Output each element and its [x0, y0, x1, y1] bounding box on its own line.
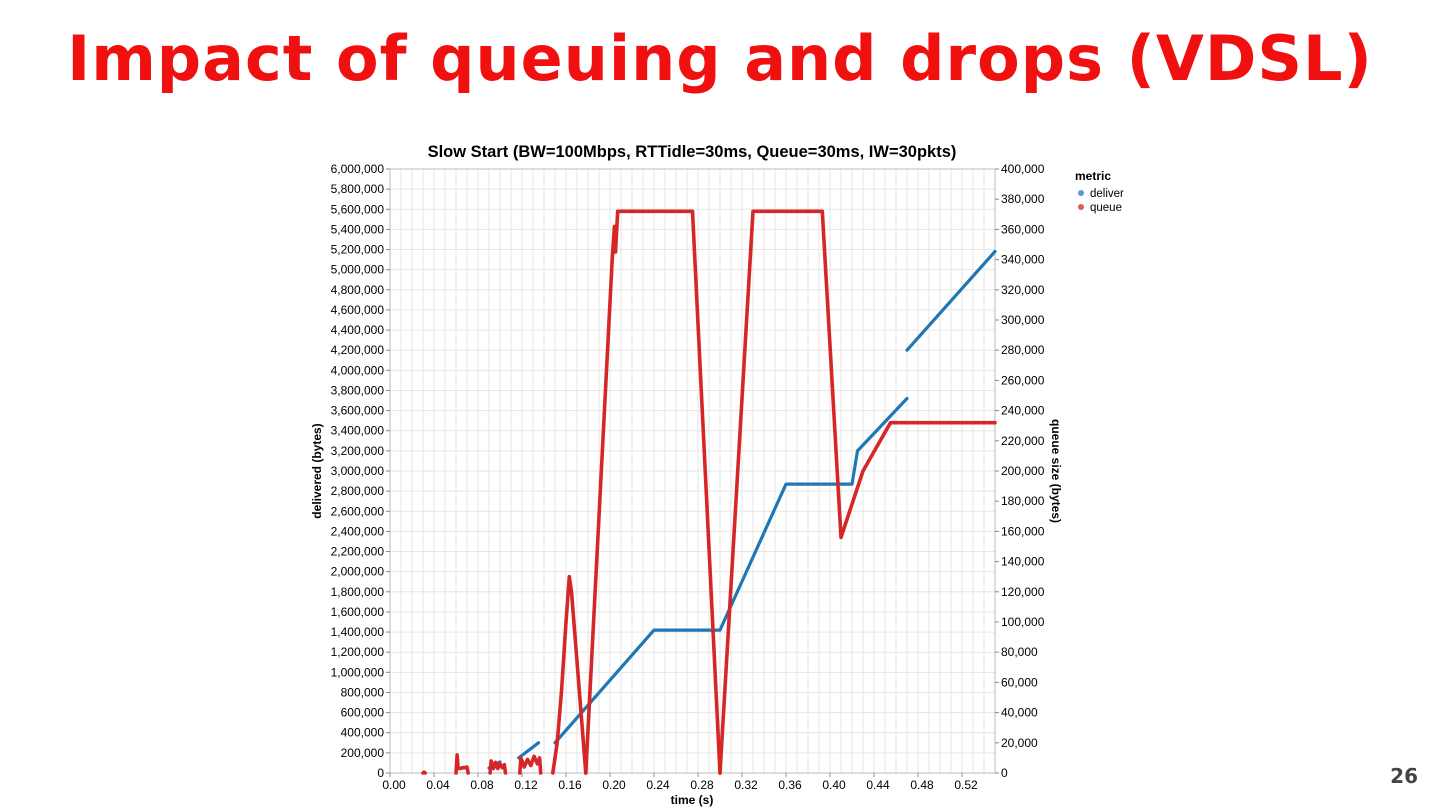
series-line-queue	[718, 209, 997, 775]
y-left-tick-label: 1,000,000	[331, 665, 385, 679]
y-left-tick-label: 2,400,000	[331, 524, 385, 538]
x-tick-label: 0.28	[690, 778, 714, 792]
x-tick-label: 0.48	[910, 778, 934, 792]
x-axis: 0.00 0.04 0.08 0.12 0.16 0.20 0.24 0.28 0.32 0.36…	[382, 773, 978, 792]
y-left-tick-label: 1,400,000	[331, 625, 385, 639]
x-tick-label: 0.40	[822, 778, 846, 792]
y-left-tick-label: 5,400,000	[331, 222, 385, 236]
y-right-tick-label: 40,000	[1001, 706, 1038, 720]
y-right-tick-label: 100,000	[1001, 615, 1045, 629]
y-right-tick-label: 340,000	[1001, 253, 1045, 267]
y-left-tick-label: 1,800,000	[331, 585, 385, 599]
series-line-queue	[488, 759, 508, 775]
y-left-tick-label: 2,000,000	[331, 565, 385, 579]
y-right-tick-label: 80,000	[1001, 645, 1038, 659]
y-right-tick-label: 260,000	[1001, 373, 1045, 387]
y-right-tick-label: 160,000	[1001, 524, 1045, 538]
series-line-deliver	[553, 396, 909, 745]
y-right-tick-label: 240,000	[1001, 404, 1045, 418]
legend-label-queue: queue	[1090, 202, 1122, 214]
series-line-queue	[584, 209, 722, 775]
y-left-tick-label: 3,000,000	[331, 464, 385, 478]
series-line-queue	[551, 574, 588, 775]
y-left-tick-label: 1,200,000	[331, 645, 385, 659]
y-left-axis: 0 200,000 400,000 600,000 800,000 1,000,000 1,…	[331, 162, 390, 780]
y-left-tick-label: 3,400,000	[331, 424, 385, 438]
y-left-tick-label: 2,800,000	[331, 484, 385, 498]
x-tick-label: 0.52	[954, 778, 978, 792]
y-left-tick-label: 6,000,000	[331, 162, 385, 176]
legend-label-deliver: deliver	[1090, 188, 1124, 200]
y-left-tick-label: 1,600,000	[331, 605, 385, 619]
y-left-tick-label: 4,000,000	[331, 363, 385, 377]
y-left-tick-label: 4,600,000	[331, 303, 385, 317]
y-right-tick-label: 320,000	[1001, 283, 1045, 297]
y-right-tick-label: 140,000	[1001, 555, 1045, 569]
legend-marker-queue	[1078, 204, 1084, 210]
y-right-tick-label: 20,000	[1001, 736, 1038, 750]
y-right-tick-label: 380,000	[1001, 192, 1045, 206]
y-left-tick-label: 4,200,000	[331, 343, 385, 357]
legend-marker-deliver	[1078, 190, 1084, 196]
x-axis-label: time (s)	[671, 793, 714, 807]
y-left-tick-label: 600,000	[341, 706, 385, 720]
y-left-axis-label: delivered (bytes)	[310, 423, 324, 518]
x-tick-label: 0.24	[646, 778, 670, 792]
y-left-tick-label: 3,600,000	[331, 404, 385, 418]
series-line-queue	[421, 770, 427, 775]
y-right-tick-label: 60,000	[1001, 675, 1038, 689]
y-left-tick-label: 200,000	[341, 746, 385, 760]
y-left-tick-label: 4,400,000	[331, 323, 385, 337]
legend-title: metric	[1075, 169, 1111, 183]
series-line-queue	[454, 753, 470, 775]
y-left-tick-label: 4,800,000	[331, 283, 385, 297]
y-left-tick-label: 400,000	[341, 726, 385, 740]
x-tick-label: 0.32	[734, 778, 758, 792]
y-right-tick-label: 280,000	[1001, 343, 1045, 357]
slide-title: Impact of queuing and drops (VDSL)	[67, 22, 1373, 95]
y-left-tick-label: 5,800,000	[331, 182, 385, 196]
y-left-tick-label: 5,000,000	[331, 263, 385, 277]
y-left-tick-label: 2,600,000	[331, 504, 385, 518]
series-line-deliver	[905, 249, 997, 352]
y-right-tick-label: 300,000	[1001, 313, 1045, 327]
legend: metric deliver queue	[1075, 169, 1124, 214]
y-right-axis-label: queue size (bytes)	[1049, 419, 1063, 523]
page-number: 26	[1390, 764, 1418, 788]
y-left-tick-label: 5,200,000	[331, 243, 385, 257]
y-right-tick-label: 200,000	[1001, 464, 1045, 478]
y-left-tick-label: 5,600,000	[331, 202, 385, 216]
x-tick-label: 0.16	[558, 778, 582, 792]
y-right-tick-label: 400,000	[1001, 162, 1045, 176]
y-right-tick-label: 180,000	[1001, 494, 1045, 508]
series-line-deliver	[517, 741, 541, 760]
x-tick-label: 0.12	[514, 778, 538, 792]
y-right-tick-label: 220,000	[1001, 434, 1045, 448]
x-tick-label: 0.36	[778, 778, 802, 792]
y-right-tick-label: 120,000	[1001, 585, 1045, 599]
y-right-axis: 0 20,000 40,000 60,000 80,000 100,000 120,000 1…	[995, 162, 1045, 780]
series-layer	[421, 209, 997, 775]
x-tick-label: 0.20	[602, 778, 626, 792]
x-tick-label: 0.00	[382, 778, 406, 792]
y-right-tick-label: 0	[1001, 766, 1008, 780]
y-left-tick-label: 3,800,000	[331, 383, 385, 397]
y-right-tick-label: 360,000	[1001, 222, 1045, 236]
gridlines	[389, 168, 996, 774]
x-tick-label: 0.08	[470, 778, 494, 792]
x-tick-label: 0.44	[866, 778, 890, 792]
y-left-tick-label: 3,200,000	[331, 444, 385, 458]
y-left-tick-label: 2,200,000	[331, 545, 385, 559]
chart-title: Slow Start (BW=100Mbps, RTTidle=30ms, Qu…	[428, 143, 957, 161]
y-left-tick-label: 800,000	[341, 685, 385, 699]
x-tick-label: 0.04	[426, 778, 450, 792]
series-line-queue	[518, 754, 543, 775]
y-left-tick-label: 0	[377, 766, 384, 780]
